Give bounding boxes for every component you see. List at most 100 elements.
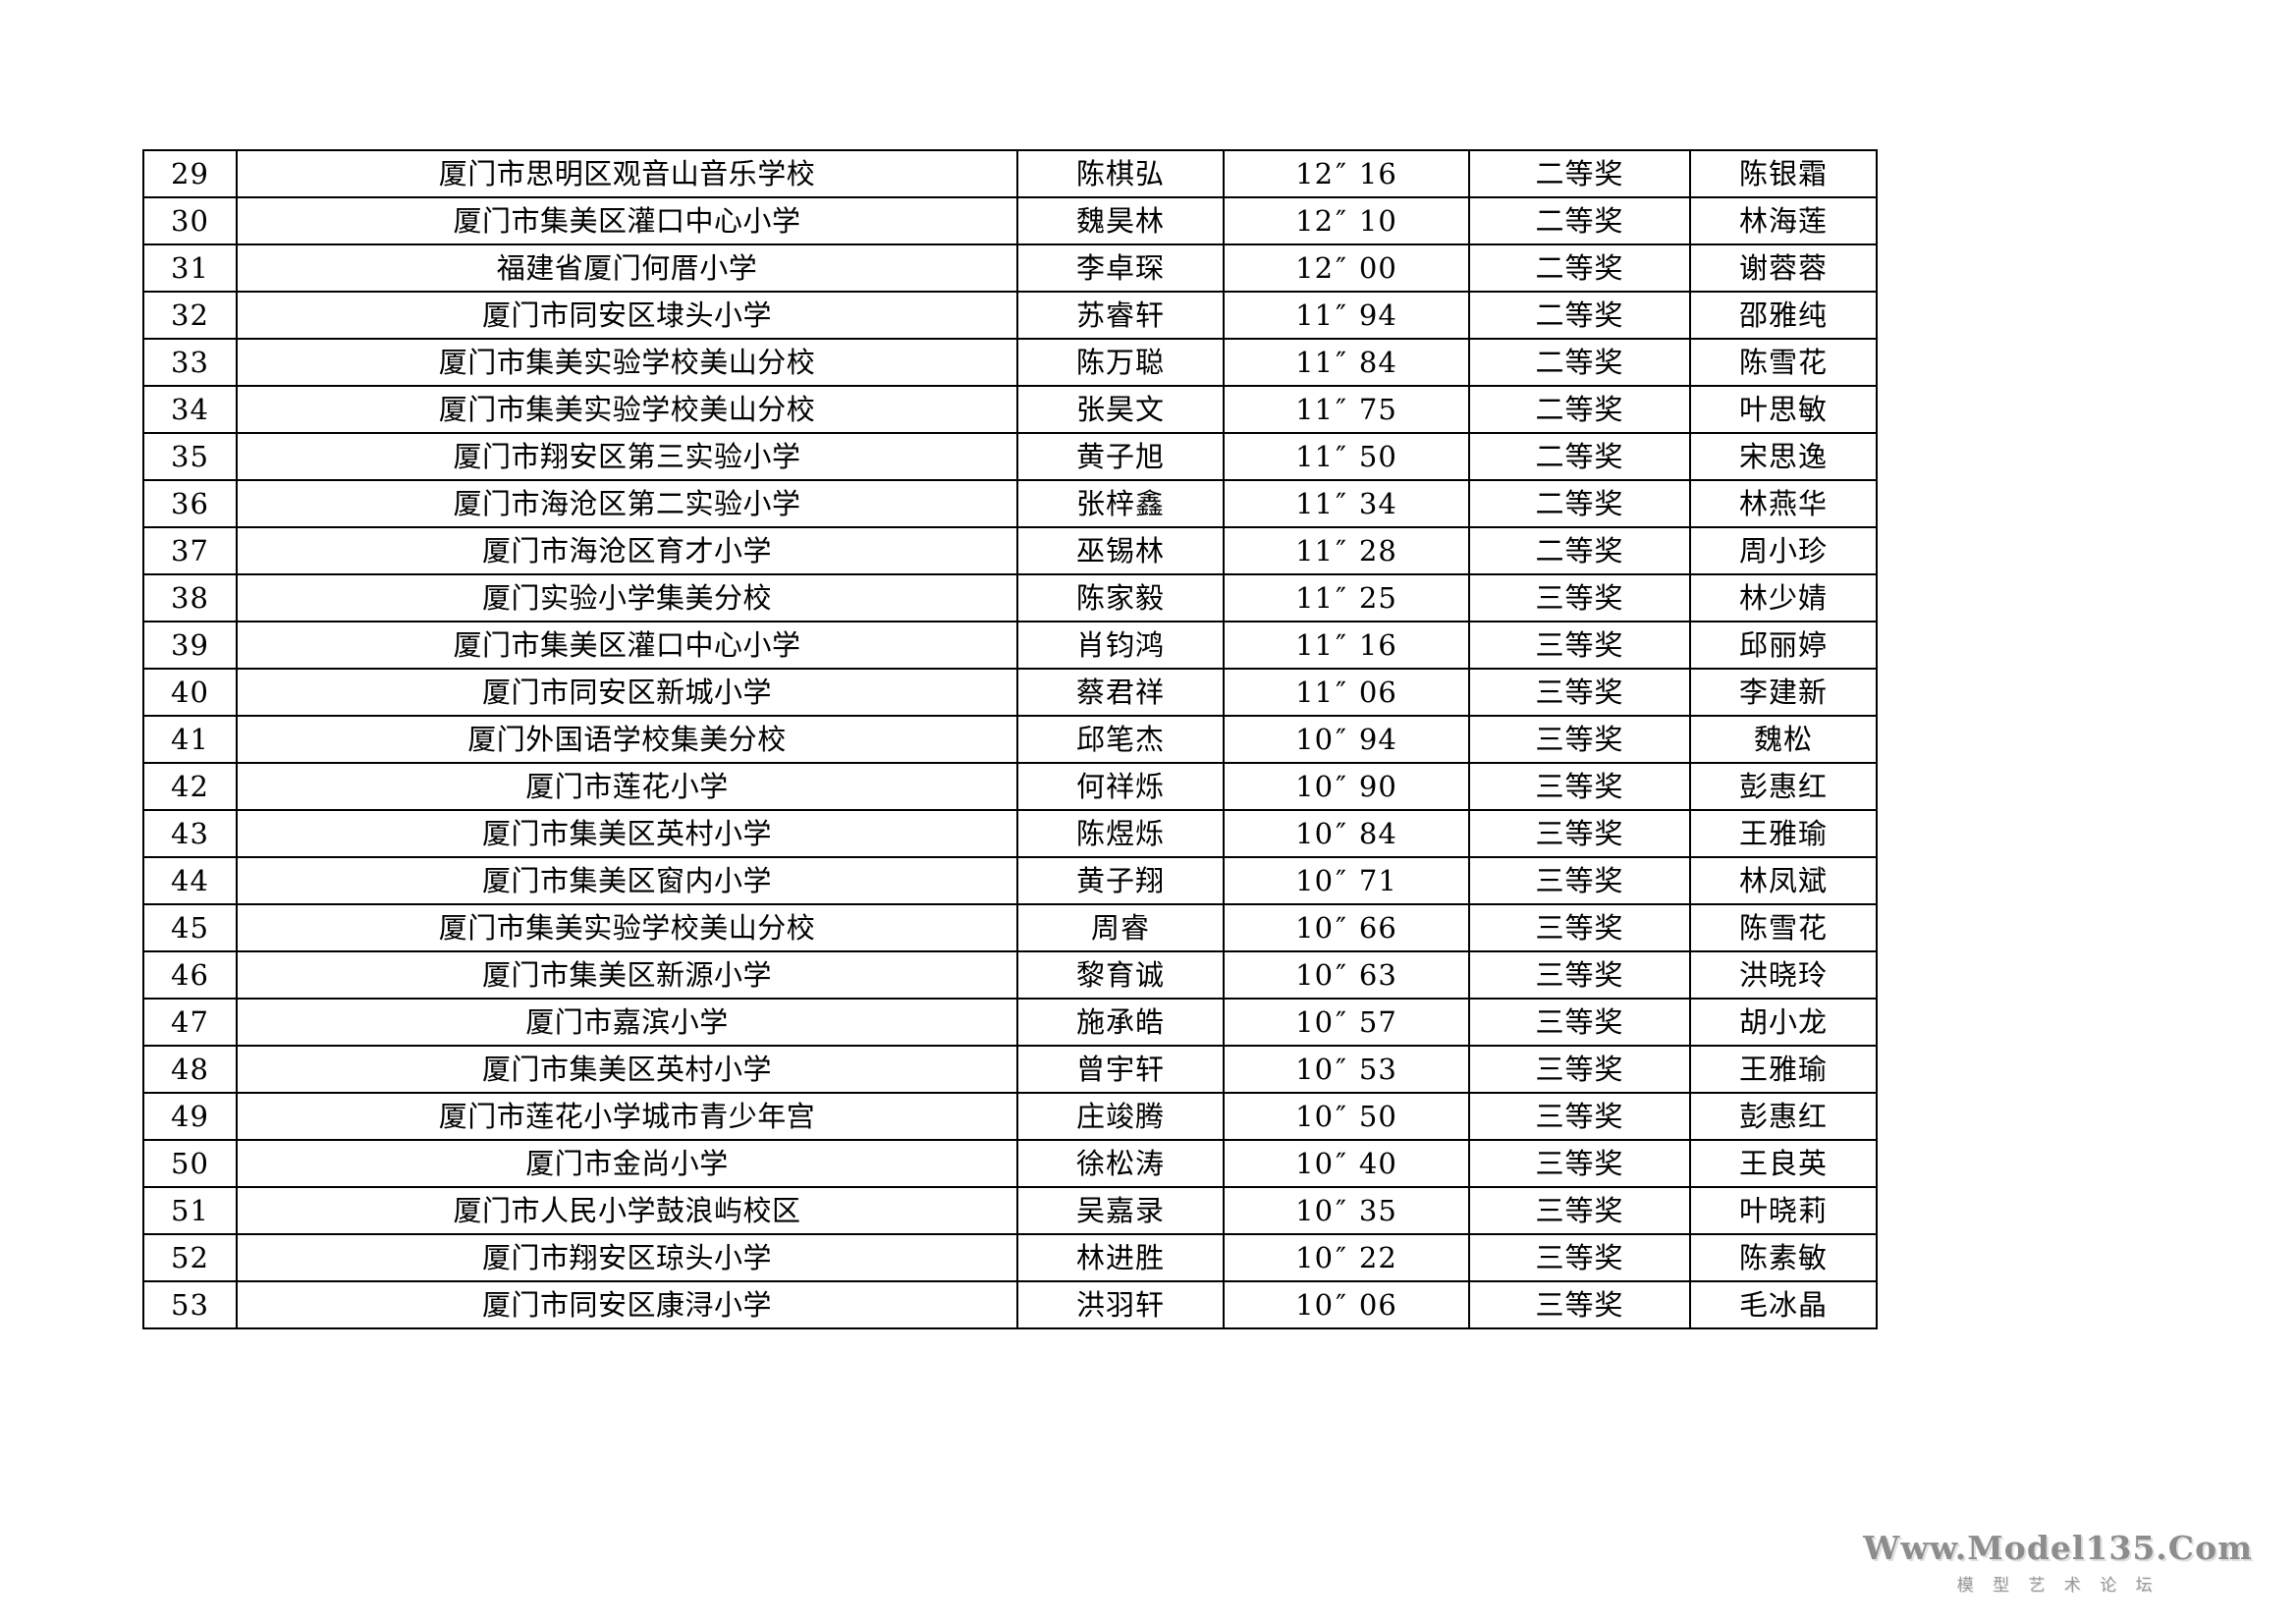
- table-row: 51 厦门市人民小学鼓浪屿校区 吴嘉录 10″ 35 三等奖 叶晓莉: [142, 1186, 1878, 1235]
- table-row: 47 厦门市嘉滨小学 施承皓 10″ 57 三等奖 胡小龙: [142, 998, 1878, 1047]
- time-seconds: 10: [1295, 1288, 1335, 1322]
- cell-school: 厦门市集美区英村小学: [236, 809, 1018, 858]
- cell-coach: 李建新: [1689, 668, 1878, 717]
- cell-award: 三等奖: [1468, 668, 1691, 717]
- cell-rank: 32: [142, 291, 238, 340]
- results-table: 29 厦门市思明区观音山音乐学校 陈棋弘 12″ 16 二等奖 陈银霜 30 厦门市集美区灌口中…: [142, 149, 1878, 1329]
- cell-coach: 叶晓莉: [1689, 1186, 1878, 1235]
- cell-time: 11″ 28: [1223, 526, 1470, 575]
- cell-time: 11″ 75: [1223, 385, 1470, 434]
- cell-award: 三等奖: [1468, 1186, 1691, 1235]
- table-row: 48 厦门市集美区英村小学 曾宇轩 10″ 53 三等奖 王雅瑜: [142, 1045, 1878, 1094]
- cell-student-name: 魏昊林: [1016, 196, 1225, 245]
- cell-rank: 50: [142, 1139, 238, 1188]
- cell-coach: 林海莲: [1689, 196, 1878, 245]
- cell-rank: 47: [142, 998, 238, 1047]
- cell-award: 三等奖: [1468, 998, 1691, 1047]
- cell-student-name: 苏睿轩: [1016, 291, 1225, 340]
- cell-rank: 53: [142, 1280, 238, 1329]
- time-seconds: 10: [1295, 770, 1335, 803]
- time-second-mark: ″: [1336, 1288, 1347, 1322]
- cell-school: 厦门市翔安区第三实验小学: [236, 432, 1018, 481]
- cell-rank: 35: [142, 432, 238, 481]
- cell-coach: 陈素敏: [1689, 1233, 1878, 1282]
- cell-award: 三等奖: [1468, 762, 1691, 811]
- cell-student-name: 庄竣腾: [1016, 1092, 1225, 1141]
- table-row: 53 厦门市同安区康浔小学 洪羽轩 10″ 06 三等奖 毛冰晶: [142, 1280, 1878, 1329]
- cell-student-name: 黎育诚: [1016, 950, 1225, 1000]
- cell-award: 二等奖: [1468, 432, 1691, 481]
- table-row: 34 厦门市集美实验学校美山分校 张昊文 11″ 75 二等奖 叶思敏: [142, 385, 1878, 434]
- time-fraction: 75: [1358, 393, 1397, 426]
- time-fraction: 40: [1358, 1147, 1397, 1180]
- time-second-mark: ″: [1336, 770, 1347, 803]
- time-fraction: 94: [1358, 723, 1397, 756]
- cell-student-name: 徐松涛: [1016, 1139, 1225, 1188]
- cell-school: 厦门市莲花小学城市青少年宫: [236, 1092, 1018, 1141]
- cell-rank: 38: [142, 573, 238, 622]
- cell-award: 三等奖: [1468, 809, 1691, 858]
- cell-rank: 31: [142, 243, 238, 293]
- cell-coach: 林燕华: [1689, 479, 1878, 528]
- cell-time: 11″ 06: [1223, 668, 1470, 717]
- cell-school: 厦门市集美区灌口中心小学: [236, 196, 1018, 245]
- cell-student-name: 曾宇轩: [1016, 1045, 1225, 1094]
- results-table-container: 29 厦门市思明区观音山音乐学校 陈棋弘 12″ 16 二等奖 陈银霜 30 厦门市集美区灌口中…: [142, 149, 1878, 1329]
- time-second-mark: ″: [1336, 1194, 1347, 1227]
- cell-rank: 45: [142, 903, 238, 952]
- cell-rank: 40: [142, 668, 238, 717]
- cell-school: 厦门市人民小学鼓浪屿校区: [236, 1186, 1018, 1235]
- table-row: 52 厦门市翔安区琼头小学 林进胜 10″ 22 三等奖 陈素敏: [142, 1233, 1878, 1282]
- cell-time: 10″ 94: [1223, 715, 1470, 764]
- time-fraction: 35: [1358, 1194, 1397, 1227]
- cell-award: 二等奖: [1468, 149, 1691, 198]
- cell-rank: 34: [142, 385, 238, 434]
- cell-student-name: 张梓鑫: [1016, 479, 1225, 528]
- time-seconds: 11: [1295, 628, 1335, 662]
- time-seconds: 10: [1295, 1241, 1335, 1274]
- time-seconds: 11: [1295, 346, 1335, 379]
- table-row: 29 厦门市思明区观音山音乐学校 陈棋弘 12″ 16 二等奖 陈银霜: [142, 149, 1878, 198]
- cell-student-name: 蔡君祥: [1016, 668, 1225, 717]
- cell-student-name: 李卓琛: [1016, 243, 1225, 293]
- cell-school: 厦门市集美实验学校美山分校: [236, 385, 1018, 434]
- cell-school: 厦门市思明区观音山音乐学校: [236, 149, 1018, 198]
- time-seconds: 10: [1295, 864, 1335, 897]
- time-second-mark: ″: [1336, 1005, 1347, 1039]
- table-row: 41 厦门外国语学校集美分校 邱笔杰 10″ 94 三等奖 魏松: [142, 715, 1878, 764]
- cell-award: 二等奖: [1468, 338, 1691, 387]
- cell-school: 厦门市集美区窗内小学: [236, 856, 1018, 905]
- cell-time: 10″ 57: [1223, 998, 1470, 1047]
- cell-school: 厦门市集美区英村小学: [236, 1045, 1018, 1094]
- time-seconds: 11: [1295, 298, 1335, 332]
- time-seconds: 11: [1295, 676, 1335, 709]
- time-seconds: 12: [1295, 251, 1335, 285]
- cell-award: 二等奖: [1468, 526, 1691, 575]
- time-second-mark: ″: [1336, 393, 1347, 426]
- table-row: 39 厦门市集美区灌口中心小学 肖钧鸿 11″ 16 三等奖 邱丽婷: [142, 621, 1878, 670]
- table-row: 35 厦门市翔安区第三实验小学 黄子旭 11″ 50 二等奖 宋思逸: [142, 432, 1878, 481]
- time-fraction: 10: [1358, 204, 1397, 238]
- cell-coach: 宋思逸: [1689, 432, 1878, 481]
- table-row: 36 厦门市海沧区第二实验小学 张梓鑫 11″ 34 二等奖 林燕华: [142, 479, 1878, 528]
- cell-rank: 44: [142, 856, 238, 905]
- table-row: 33 厦门市集美实验学校美山分校 陈万聪 11″ 84 二等奖 陈雪花: [142, 338, 1878, 387]
- time-fraction: 84: [1358, 346, 1397, 379]
- time-fraction: 53: [1358, 1053, 1397, 1086]
- watermark-url: Www.Model135.Com: [1863, 1529, 2253, 1568]
- table-row: 40 厦门市同安区新城小学 蔡君祥 11″ 06 三等奖 李建新: [142, 668, 1878, 717]
- cell-school: 厦门市金尚小学: [236, 1139, 1018, 1188]
- time-fraction: 50: [1358, 1100, 1397, 1133]
- time-second-mark: ″: [1336, 1241, 1347, 1274]
- time-second-mark: ″: [1336, 204, 1347, 238]
- cell-coach: 彭惠红: [1689, 1092, 1878, 1141]
- cell-rank: 29: [142, 149, 238, 198]
- cell-school: 厦门市翔安区琼头小学: [236, 1233, 1018, 1282]
- cell-time: 11″ 25: [1223, 573, 1470, 622]
- cell-school: 厦门市集美区新源小学: [236, 950, 1018, 1000]
- time-second-mark: ″: [1336, 1147, 1347, 1180]
- time-fraction: 06: [1358, 676, 1397, 709]
- cell-time: 10″ 84: [1223, 809, 1470, 858]
- time-fraction: 50: [1358, 440, 1397, 473]
- time-seconds: 11: [1295, 487, 1335, 520]
